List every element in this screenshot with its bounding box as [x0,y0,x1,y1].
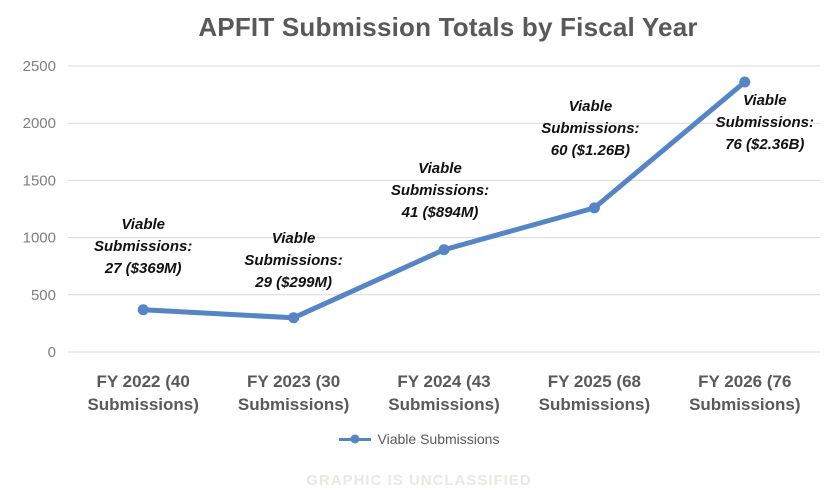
annotation-value: 60 ($1.26B) [550,141,630,159]
x-tick-label: FY 2025 (68 Submissions) [538,372,651,414]
x-tick-label: FY 2023 (30 Submissions) [237,372,350,414]
y-tick-label: 2500 [23,58,56,75]
data-point-marker [438,244,450,256]
chart-title: APFIT Submission Totals by Fiscal Year [198,12,698,42]
legend-label: Viable Submissions [377,431,500,447]
data-point-marker [588,202,600,214]
y-tick-label: 1500 [23,172,56,189]
annotation-value: 29 ($299M) [255,273,332,291]
y-tick-label: 0 [48,344,56,361]
legend-line-marker-icon [338,437,371,441]
annotation: Viable Submissions: 27 ($369M) [83,214,203,280]
data-point-marker [288,312,300,324]
y-tick-label: 2000 [23,115,56,132]
annotation-value: 27 ($369M) [104,259,182,277]
data-point-marker [739,76,751,88]
annotation: Viable Submissions: 29 ($299M) [234,228,354,294]
annotation: Viable Submissions: 76 ($2.36B) [705,90,825,156]
y-tick-label: 1000 [23,230,56,247]
annotation: Viable Submissions: 60 ($1.26B) [530,96,650,162]
annotation-label: Viable Submissions: [94,215,193,255]
annotation-label: Viable Submissions: [244,229,343,269]
annotation-label: Viable Submissions: [390,159,490,199]
data-point-marker [137,304,149,316]
x-tick-label: FY 2022 (40 Submissions) [87,372,199,414]
y-tick-label: 500 [31,287,56,304]
x-tick-label: FY 2024 (43 Submissions) [388,372,500,414]
annotation-value: 76 ($2.36B) [725,136,805,154]
annotation-value: 41 ($894M) [401,203,479,221]
annotation: Viable Submissions: 41 ($894M) [380,158,500,224]
classification-footer: GRAPHIC IS UNCLASSIFIED [306,472,532,489]
x-tick-label: FY 2026 (76 Submissions) [689,372,801,414]
legend: Viable Submissions [0,431,838,447]
annotation-label: Viable Submissions: [541,97,640,137]
annotation-label: Viable Submissions: [715,92,814,132]
